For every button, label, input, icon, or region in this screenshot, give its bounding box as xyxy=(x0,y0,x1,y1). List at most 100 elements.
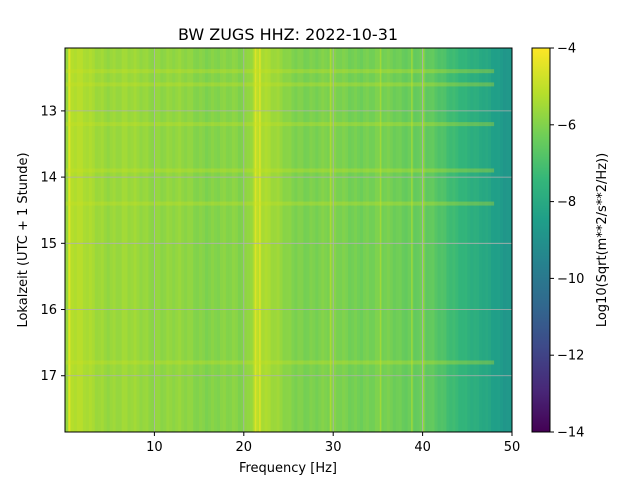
y-axis-label: Lokalzeit (UTC + 1 Stunde) xyxy=(16,152,31,327)
spectral-line xyxy=(329,48,332,432)
x-tick-label: 20 xyxy=(236,440,253,455)
spectrogram-column xyxy=(187,48,191,432)
spectrogram-column xyxy=(136,48,141,432)
y-tick-label: 13 xyxy=(40,104,57,119)
spectrogram-column xyxy=(267,48,272,432)
spectrogram-column xyxy=(318,48,322,432)
spectrogram-column xyxy=(348,48,352,432)
y-axis-ticks: 13 14 15 16 17 xyxy=(40,104,65,384)
spectrogram-column xyxy=(65,48,69,432)
spectrogram-column xyxy=(234,48,239,432)
spectrogram-column xyxy=(243,48,248,432)
spectrogram-column xyxy=(228,48,233,432)
spectrogram-column xyxy=(488,48,492,432)
spectrogram-column xyxy=(196,48,200,432)
colorbar-tick-label: −6 xyxy=(557,118,576,133)
spectrogram-column xyxy=(252,48,257,432)
spectrogram-column xyxy=(365,48,370,432)
spectral-line xyxy=(259,48,261,432)
spectrogram-column xyxy=(273,48,278,432)
colorbar-ticks: −4 −6 −8 −10 −12 −14 xyxy=(550,42,584,441)
spectrogram-column xyxy=(333,48,337,432)
spectrogram-column xyxy=(315,48,319,432)
spectrogram-column xyxy=(205,48,209,432)
spectrogram-column xyxy=(160,48,164,432)
spectrogram-column xyxy=(127,48,132,432)
spectrogram-column xyxy=(202,48,206,432)
spectrogram-column xyxy=(458,48,462,432)
spectrogram-column xyxy=(452,48,456,432)
spectrogram-column xyxy=(294,48,299,432)
spectrogram-column xyxy=(219,48,224,432)
noise-bands xyxy=(65,69,495,365)
spectrogram-column xyxy=(389,48,394,432)
spectrogram-column xyxy=(240,48,245,432)
x-tick-label: 50 xyxy=(504,440,521,455)
spectrogram-column xyxy=(270,48,275,432)
spectrogram-column xyxy=(142,48,147,432)
spectrogram-column xyxy=(285,48,290,432)
spectrogram-column xyxy=(485,48,489,432)
spectrogram-column xyxy=(491,48,495,432)
spectrogram-column xyxy=(106,48,111,432)
spectrogram-column xyxy=(133,48,138,432)
spectrogram-column xyxy=(73,48,78,432)
spectrogram-column xyxy=(425,48,430,432)
spectrogram-column xyxy=(163,48,167,432)
plot-frame xyxy=(64,47,513,433)
spectrogram-column xyxy=(386,48,391,432)
y-tick-label: 14 xyxy=(40,171,57,186)
spectrogram-column xyxy=(193,48,197,432)
spectral-line xyxy=(422,48,425,432)
spectrogram-column xyxy=(118,48,123,432)
spectral-line xyxy=(379,48,382,432)
spectrogram-column xyxy=(383,48,388,432)
spectrogram-column xyxy=(288,48,293,432)
spectrogram-column xyxy=(354,48,358,432)
spectrogram-column xyxy=(112,48,117,432)
noise-band xyxy=(65,122,495,127)
spectrogram-column xyxy=(321,48,325,432)
spectrogram-column xyxy=(124,48,129,432)
spectrogram-column xyxy=(324,48,328,432)
y-tick-label: 16 xyxy=(40,303,57,318)
spectrogram-column xyxy=(431,48,436,432)
spectrogram-column xyxy=(97,48,102,432)
spectrogram-column xyxy=(91,48,96,432)
spectrogram-column xyxy=(377,48,382,432)
spectrogram-column xyxy=(306,48,310,432)
spectrogram-column xyxy=(237,48,242,432)
spectrogram-column xyxy=(404,48,409,432)
colorbar xyxy=(531,47,551,433)
spectrogram-column xyxy=(503,48,507,432)
spectrogram-column xyxy=(345,48,349,432)
spectrogram-column xyxy=(327,48,331,432)
colorbar-tick-label: −14 xyxy=(557,426,584,441)
spectrogram-column xyxy=(336,48,340,432)
spectrogram-column xyxy=(419,48,424,432)
spectrogram-column xyxy=(470,48,474,432)
noise-band xyxy=(65,360,495,365)
spectrogram-column xyxy=(339,48,343,432)
spectrogram-column xyxy=(509,48,512,432)
colorbar-tick-label: −10 xyxy=(557,272,584,287)
spectrogram-column xyxy=(246,48,251,432)
spectrogram-column xyxy=(109,48,114,432)
spectrogram-column xyxy=(231,48,236,432)
spectrogram-column xyxy=(208,48,212,432)
y-tick-label: 15 xyxy=(40,237,57,252)
spectrogram-column xyxy=(175,48,179,432)
noise-band xyxy=(65,82,495,87)
colorbar-tick-label: −4 xyxy=(557,42,576,57)
spectrogram-column xyxy=(351,48,355,432)
noise-band xyxy=(65,201,495,206)
spectrogram-column xyxy=(449,48,453,432)
spectrogram-column xyxy=(380,48,385,432)
x-tick-label: 40 xyxy=(414,440,431,455)
x-axis-ticks: 10 20 30 40 50 xyxy=(146,432,520,455)
spectrogram-column xyxy=(357,48,361,432)
spectrogram-column xyxy=(440,48,445,432)
spectrogram-column xyxy=(88,48,93,432)
spectrogram-column xyxy=(145,48,150,432)
